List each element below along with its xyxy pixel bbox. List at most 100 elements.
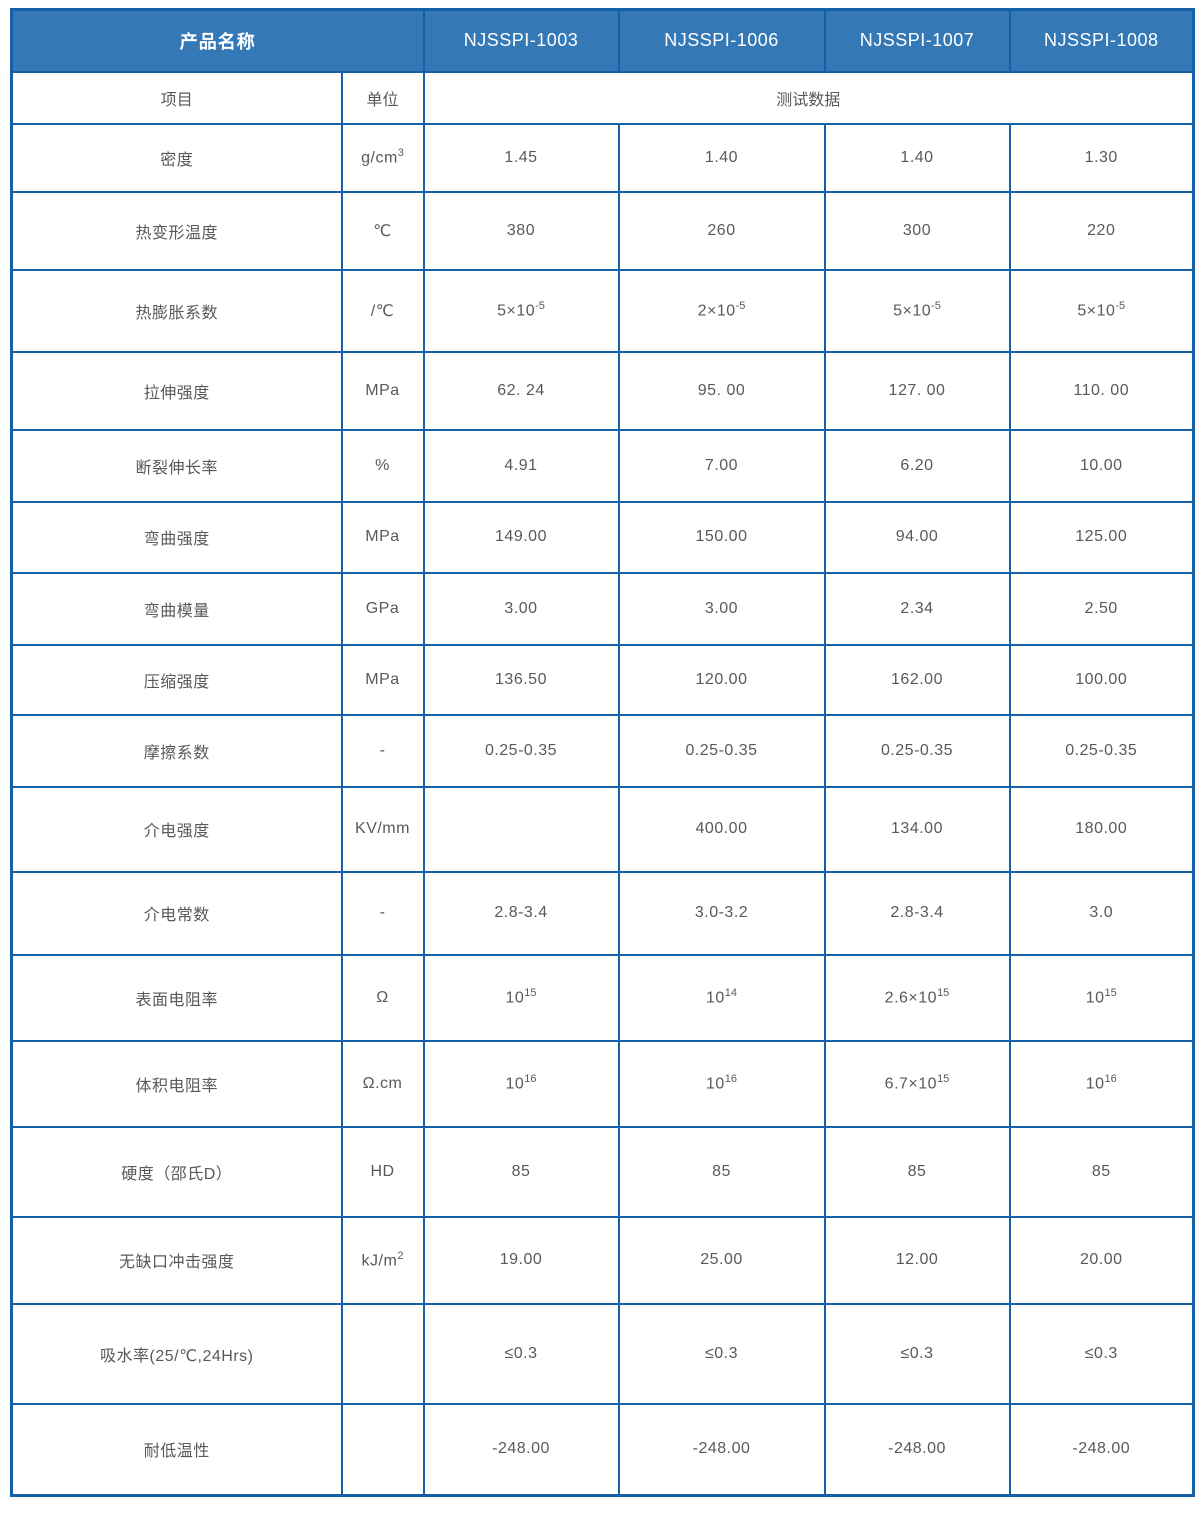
row-unit: /℃: [340, 268, 425, 353]
row-item-label: 无缺口冲击强度: [10, 1215, 343, 1305]
row-value: 1014: [617, 953, 826, 1042]
row-value: 1016: [617, 1039, 826, 1128]
row-value: 0.25-0.35: [823, 713, 1011, 788]
row-item-label: 拉伸强度: [10, 350, 343, 431]
table-row-flexural-modulus: 弯曲模量 GPa 3.00 3.00 2.34 2.50: [10, 571, 1195, 646]
row-item-label: 断裂伸长率: [10, 428, 343, 503]
unit-column-header: 单位: [340, 70, 425, 125]
row-item-label: 弯曲模量: [10, 571, 343, 646]
row-value: 85: [1008, 1125, 1195, 1218]
row-value: 10.00: [1008, 428, 1195, 503]
row-value: 85: [823, 1125, 1011, 1218]
test-data-header: 测试数据: [422, 70, 1195, 125]
row-value: -248.00: [823, 1402, 1011, 1497]
row-unit: MPa: [340, 500, 425, 574]
row-value: 1016: [1008, 1039, 1195, 1128]
row-value: 6.20: [823, 428, 1011, 503]
row-value: 5×10-5: [823, 268, 1011, 353]
row-value: 95. 00: [617, 350, 826, 431]
row-value: -248.00: [1008, 1402, 1195, 1497]
product-column-header-3: NJSSPI-1007: [823, 8, 1011, 73]
item-column-header: 项目: [10, 70, 343, 125]
row-unit: %: [340, 428, 425, 503]
table-row-density: 密度 g/cm3 1.45 1.40 1.40 1.30: [10, 122, 1195, 193]
row-value: 1015: [422, 953, 620, 1042]
row-value: 2.34: [823, 571, 1011, 646]
row-value: 110. 00: [1008, 350, 1195, 431]
row-value: 1015: [1008, 953, 1195, 1042]
row-value: ≤0.3: [1008, 1302, 1195, 1405]
row-item-label: 压缩强度: [10, 643, 343, 716]
table-row-friction-coefficient: 摩擦系数 - 0.25-0.35 0.25-0.35 0.25-0.35 0.2…: [10, 713, 1195, 788]
row-item-label: 硬度（邵氏D）: [10, 1125, 343, 1218]
row-item-label: 摩擦系数: [10, 713, 343, 788]
row-unit: -: [340, 713, 425, 788]
table-row-unnotched-impact: 无缺口冲击强度 kJ/m2 19.00 25.00 12.00 20.00: [10, 1215, 1195, 1305]
row-value: 134.00: [823, 785, 1011, 873]
row-value: 149.00: [422, 500, 620, 574]
product-column-header-1: NJSSPI-1003: [422, 8, 620, 73]
row-value: -248.00: [617, 1402, 826, 1497]
row-value: 94.00: [823, 500, 1011, 574]
row-item-label: 耐低温性: [10, 1402, 343, 1497]
table-row-tensile-strength: 拉伸强度 MPa 62. 24 95. 00 127. 00 110. 00: [10, 350, 1195, 431]
row-item-label: 弯曲强度: [10, 500, 343, 574]
row-unit: GPa: [340, 571, 425, 646]
row-item-label: 表面电阻率: [10, 953, 343, 1042]
table-row-volume-resistivity: 体积电阻率 Ω.cm 1016 1016 6.7×1015 1016: [10, 1039, 1195, 1128]
product-column-header-4: NJSSPI-1008: [1008, 8, 1195, 73]
row-value: 0.25-0.35: [617, 713, 826, 788]
table-row-heat-deflection: 热变形温度 ℃ 380 260 300 220: [10, 190, 1195, 271]
row-value: 7.00: [617, 428, 826, 503]
table-row-low-temp-resistance: 耐低温性 -248.00 -248.00 -248.00 -248.00: [10, 1402, 1195, 1497]
row-value: 4.91: [422, 428, 620, 503]
row-value: 300: [823, 190, 1011, 271]
row-unit: g/cm3: [340, 122, 425, 193]
row-value: 100.00: [1008, 643, 1195, 716]
row-value: 25.00: [617, 1215, 826, 1305]
row-value: 2.8-3.4: [422, 870, 620, 956]
table-row-compressive-strength: 压缩强度 MPa 136.50 120.00 162.00 100.00: [10, 643, 1195, 716]
row-value: 2.50: [1008, 571, 1195, 646]
subheader-row: 项目 单位 测试数据: [10, 70, 1195, 125]
row-value: 6.7×1015: [823, 1039, 1011, 1128]
row-item-label: 介电强度: [10, 785, 343, 873]
row-value: 3.0: [1008, 870, 1195, 956]
row-item-label: 热变形温度: [10, 190, 343, 271]
row-value: ≤0.3: [823, 1302, 1011, 1405]
row-item-label: 热膨胀系数: [10, 268, 343, 353]
row-value: 380: [422, 190, 620, 271]
row-value: 20.00: [1008, 1215, 1195, 1305]
row-value: 1.30: [1008, 122, 1195, 193]
row-value: ≤0.3: [617, 1302, 826, 1405]
row-value: 3.0-3.2: [617, 870, 826, 956]
row-value: [422, 785, 620, 873]
table-row-dielectric-constant: 介电常数 - 2.8-3.4 3.0-3.2 2.8-3.4 3.0: [10, 870, 1195, 956]
row-value: 3.00: [617, 571, 826, 646]
row-value: 2×10-5: [617, 268, 826, 353]
row-value: 136.50: [422, 643, 620, 716]
table-row-surface-resistivity: 表面电阻率 Ω 1015 1014 2.6×1015 1015: [10, 953, 1195, 1042]
row-value: 85: [422, 1125, 620, 1218]
row-value: 2.8-3.4: [823, 870, 1011, 956]
row-unit: Ω: [340, 953, 425, 1042]
row-value: 62. 24: [422, 350, 620, 431]
row-value: 5×10-5: [422, 268, 620, 353]
table-row-water-absorption: 吸水率(25/℃,24Hrs) ≤0.3 ≤0.3 ≤0.3 ≤0.3: [10, 1302, 1195, 1405]
row-value: 0.25-0.35: [422, 713, 620, 788]
product-spec-table: 产品名称 NJSSPI-1003 NJSSPI-1006 NJSSPI-1007…: [10, 8, 1195, 1497]
row-value: 220: [1008, 190, 1195, 271]
row-value: 150.00: [617, 500, 826, 574]
row-item-label: 吸水率(25/℃,24Hrs): [10, 1302, 343, 1405]
row-value: 127. 00: [823, 350, 1011, 431]
row-item-label: 密度: [10, 122, 343, 193]
row-value: 260: [617, 190, 826, 271]
row-value: 1.40: [617, 122, 826, 193]
row-value: 0.25-0.35: [1008, 713, 1195, 788]
row-value: 12.00: [823, 1215, 1011, 1305]
product-header-row: 产品名称 NJSSPI-1003 NJSSPI-1006 NJSSPI-1007…: [10, 8, 1195, 73]
row-item-label: 体积电阻率: [10, 1039, 343, 1128]
row-value: 120.00: [617, 643, 826, 716]
product-name-header: 产品名称: [10, 8, 425, 73]
